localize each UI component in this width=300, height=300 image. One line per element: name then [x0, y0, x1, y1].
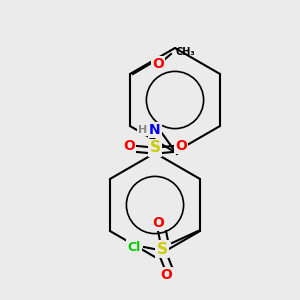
Text: S: S: [157, 242, 167, 256]
Text: CH₃: CH₃: [176, 47, 196, 57]
Text: Cl: Cl: [128, 241, 141, 254]
Text: H: H: [138, 125, 148, 135]
Text: O: O: [152, 216, 164, 230]
Text: S: S: [149, 140, 161, 155]
Text: N: N: [149, 123, 161, 137]
Text: O: O: [160, 268, 172, 282]
Text: O: O: [152, 57, 164, 71]
Text: O: O: [123, 139, 135, 153]
Text: O: O: [175, 139, 187, 153]
